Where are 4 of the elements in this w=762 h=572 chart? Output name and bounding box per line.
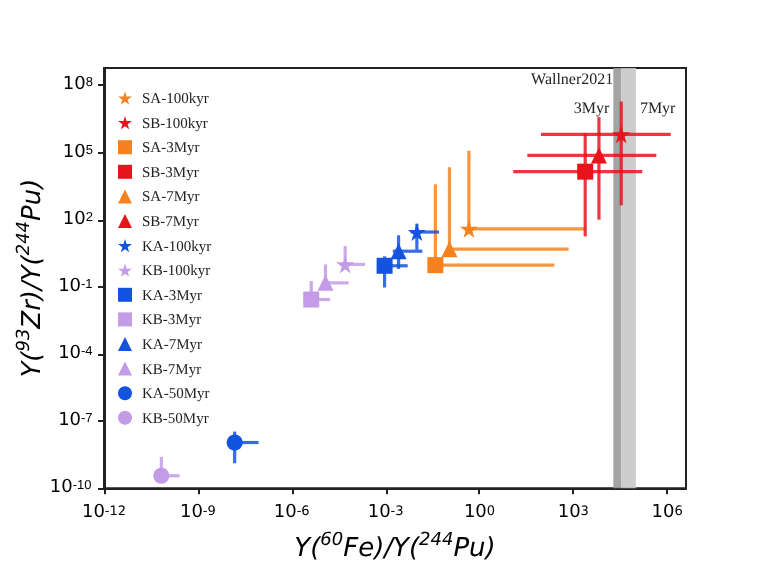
band-label: 7Myr [639, 99, 677, 117]
band-label: 3Myr [573, 99, 610, 117]
y-axis-title: Y(93Zr)/Y(244Pu) [15, 178, 48, 378]
annotation: Wallner2021 [531, 69, 614, 88]
